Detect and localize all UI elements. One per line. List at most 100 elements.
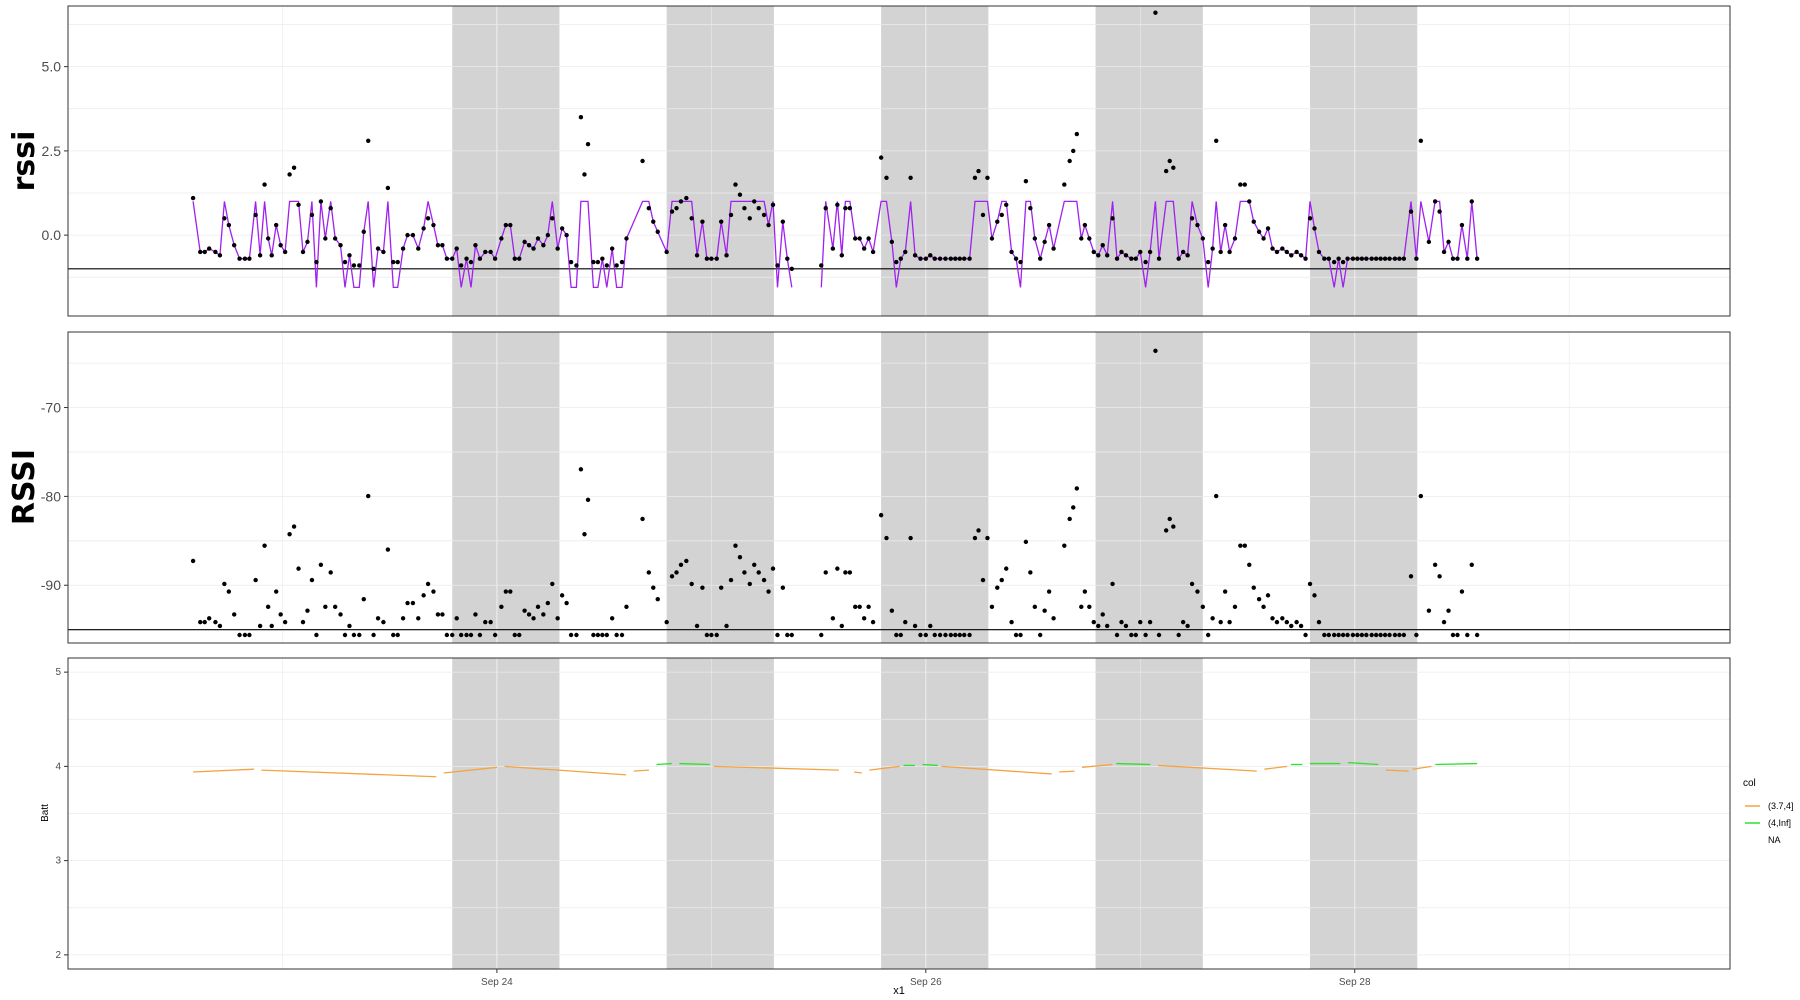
- RSSI-point: [385, 547, 391, 552]
- rssi-point: [1298, 253, 1304, 258]
- RSSI-point: [508, 589, 513, 594]
- RSSI-point: [995, 585, 1000, 590]
- night-shade: [452, 332, 560, 643]
- RSSI-point: [1270, 616, 1275, 621]
- rssi-point: [857, 236, 862, 241]
- rssi-point: [541, 243, 546, 248]
- y-tick-label: 3: [55, 856, 61, 867]
- RSSI-point: [1163, 528, 1169, 533]
- RSSI-point: [328, 570, 333, 575]
- RSSI-point: [943, 632, 948, 638]
- rssi-point: [535, 236, 541, 241]
- RSSI-point: [928, 623, 933, 629]
- rssi-point: [1312, 226, 1317, 231]
- RSSI-point: [1167, 516, 1172, 522]
- RSSI-point: [1180, 619, 1186, 625]
- RSSI-point: [1147, 619, 1153, 625]
- RSSI-point: [1028, 570, 1033, 575]
- RSSI-point: [1261, 604, 1266, 610]
- rssi-point: [1032, 236, 1038, 241]
- rssi-point: [819, 263, 824, 268]
- RSSI-point: [535, 604, 541, 610]
- rssi-point: [309, 212, 315, 218]
- RSSI-point: [1441, 619, 1447, 625]
- night-shade: [1095, 6, 1203, 316]
- RSSI-point: [440, 612, 445, 617]
- RSSI-point: [1274, 619, 1280, 625]
- rssi-point: [1091, 249, 1096, 255]
- rssi-point: [1156, 256, 1162, 261]
- rssi-point: [473, 243, 478, 248]
- rssi-point: [866, 236, 871, 241]
- RSSI-point: [972, 535, 978, 541]
- RSSI-point: [923, 632, 929, 638]
- RSSI-point: [1032, 604, 1038, 610]
- RSSI-point: [1079, 604, 1084, 610]
- rssi-point: [1104, 253, 1110, 258]
- rssi-point: [1294, 249, 1299, 255]
- rssi-point: [468, 259, 474, 265]
- rssi-point: [1256, 229, 1262, 234]
- rssi-point: [1387, 256, 1392, 261]
- RSSI-point: [843, 570, 848, 575]
- rssi-point: [1432, 199, 1438, 204]
- RSSI-point: [1469, 562, 1474, 568]
- RSSI-point: [1129, 632, 1134, 638]
- battery-line-segment: [941, 765, 1052, 775]
- RSSI-point: [296, 566, 301, 571]
- RSSI-point: [247, 632, 252, 638]
- battery-line-segment: [1385, 769, 1409, 772]
- rssi-point: [923, 256, 929, 261]
- rssi-point: [853, 236, 858, 241]
- rssi-point: [709, 256, 714, 261]
- RSSI-point: [1123, 623, 1129, 629]
- RSSI-point: [300, 619, 306, 625]
- y-tick-label: -80: [41, 488, 61, 504]
- rssi-point: [416, 246, 421, 251]
- x-tick-label: Sep 26: [910, 977, 942, 988]
- y-tick-label: -70: [41, 400, 61, 416]
- battery-line-segment: [1264, 765, 1288, 770]
- rssi-point: [1028, 205, 1033, 211]
- y-axis-title-rssi: rssi: [7, 131, 42, 192]
- rssi-point: [756, 205, 761, 211]
- RSSI-point: [1426, 608, 1432, 613]
- rssi-point: [1469, 199, 1474, 204]
- RSSI-point: [1474, 632, 1480, 638]
- rssi-point: [889, 239, 895, 245]
- battery-line-segment: [261, 769, 437, 778]
- rssi-point: [678, 199, 684, 204]
- battery-line-segment: [1059, 770, 1075, 773]
- rssi-point: [1350, 256, 1356, 261]
- rssi-point: [1114, 256, 1120, 261]
- rssi-point: [684, 195, 689, 201]
- RSSI-point: [458, 632, 464, 638]
- RSSI-point: [1242, 543, 1248, 548]
- RSSI-point: [1074, 486, 1080, 491]
- RSSI-point: [861, 616, 867, 621]
- RSSI-point: [568, 632, 574, 638]
- RSSI-point: [526, 612, 532, 617]
- RSSI-point: [823, 570, 828, 575]
- RSSI-point: [1214, 493, 1219, 499]
- RSSI-point: [1340, 632, 1346, 638]
- RSSI-point: [1350, 632, 1356, 638]
- night-shade: [1095, 332, 1203, 643]
- RSSI-point: [609, 616, 615, 621]
- rssi-point: [512, 256, 517, 261]
- RSSI-point: [770, 566, 776, 571]
- rssi-point: [526, 243, 532, 248]
- rssi-point: [976, 168, 981, 174]
- RSSI-point: [318, 562, 324, 568]
- rssi-point: [928, 253, 933, 258]
- RSSI-point: [884, 535, 889, 541]
- rssi-point: [1270, 246, 1275, 251]
- RSSI-point: [1336, 632, 1341, 638]
- RSSI-point: [937, 632, 943, 638]
- RSSI-point: [450, 632, 455, 638]
- RSSI-point: [1210, 616, 1215, 621]
- rssi-point: [1437, 209, 1442, 214]
- RSSI-point: [578, 467, 584, 472]
- x-tick-label: Sep 28: [1339, 977, 1371, 988]
- rssi-point: [1364, 256, 1369, 261]
